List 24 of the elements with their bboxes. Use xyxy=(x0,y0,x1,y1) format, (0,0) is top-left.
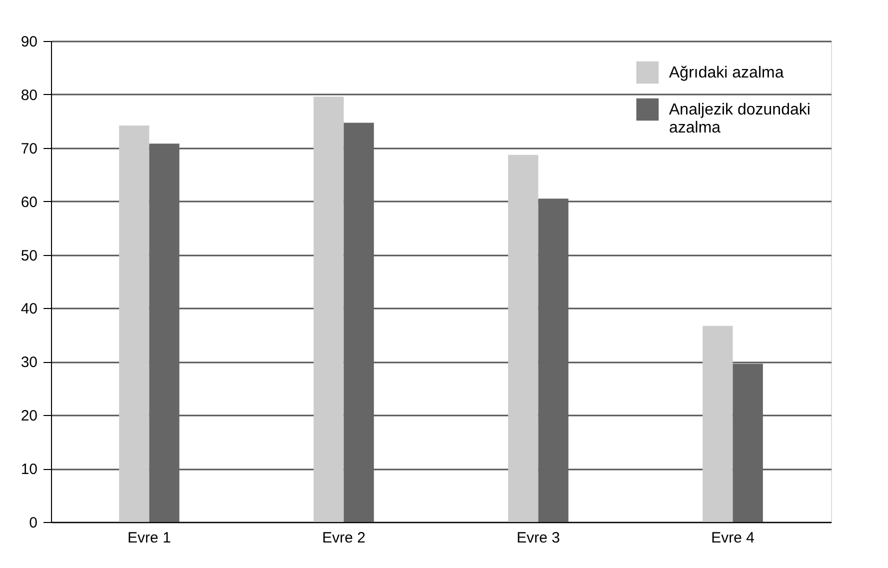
bar xyxy=(702,326,733,522)
y-tick-label: 20 xyxy=(20,408,38,425)
bar xyxy=(149,144,180,522)
y-tick-label: 70 xyxy=(20,140,38,158)
legend-label: Analjezik dozundaki azalma xyxy=(669,102,810,136)
bar xyxy=(119,125,150,522)
x-tick-label: Evre 3 xyxy=(516,530,560,546)
y-tick-label: 50 xyxy=(20,247,38,264)
y-tick-label: 40 xyxy=(20,300,38,318)
y-tick-label: 30 xyxy=(20,354,38,372)
bar xyxy=(732,364,763,522)
bar xyxy=(538,198,568,522)
y-tick-label: 60 xyxy=(20,194,38,211)
y-tick-label: 90 xyxy=(20,34,38,50)
y-tick-label: 0 xyxy=(29,514,38,532)
bar xyxy=(508,154,538,522)
y-tick-label: 80 xyxy=(20,86,38,104)
x-tick-label: Evre 2 xyxy=(322,530,366,546)
x-tick-label: Evre 4 xyxy=(711,530,754,546)
y-tick-label: 10 xyxy=(20,461,38,478)
bar xyxy=(314,96,344,522)
x-tick-label: Evre 1 xyxy=(128,530,171,546)
legend-label: Ağrıdaki azalma xyxy=(669,64,784,82)
bar xyxy=(344,122,374,522)
